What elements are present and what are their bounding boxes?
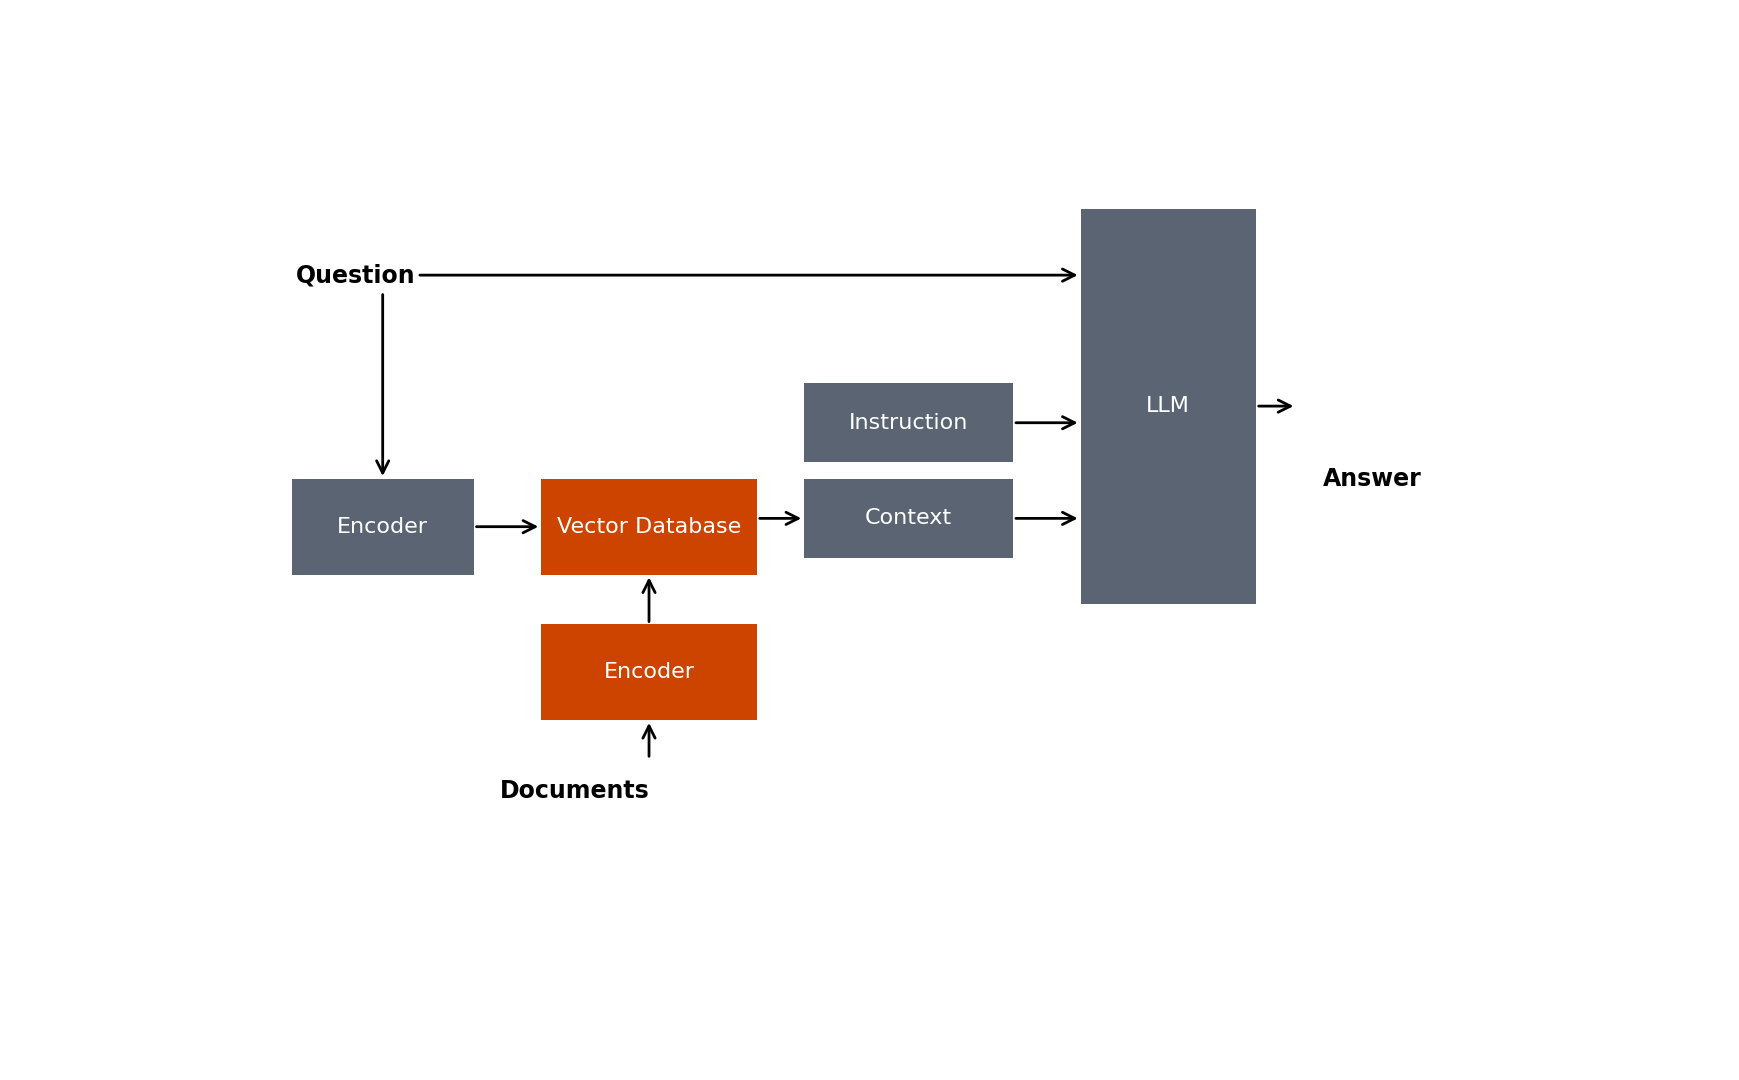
Text: Documents: Documents — [499, 779, 649, 802]
Text: Question: Question — [296, 264, 416, 287]
Text: Answer: Answer — [1322, 467, 1421, 491]
Text: Context: Context — [864, 509, 951, 528]
FancyBboxPatch shape — [1080, 208, 1256, 604]
FancyBboxPatch shape — [292, 478, 473, 575]
FancyBboxPatch shape — [803, 383, 1012, 462]
Text: Encoder: Encoder — [337, 516, 428, 537]
FancyBboxPatch shape — [541, 624, 756, 720]
Text: Instruction: Instruction — [849, 413, 967, 433]
Text: LLM: LLM — [1146, 396, 1189, 416]
FancyBboxPatch shape — [541, 478, 756, 575]
Text: Vector Database: Vector Database — [556, 516, 741, 537]
FancyBboxPatch shape — [803, 478, 1012, 558]
Text: Encoder: Encoder — [603, 662, 694, 683]
